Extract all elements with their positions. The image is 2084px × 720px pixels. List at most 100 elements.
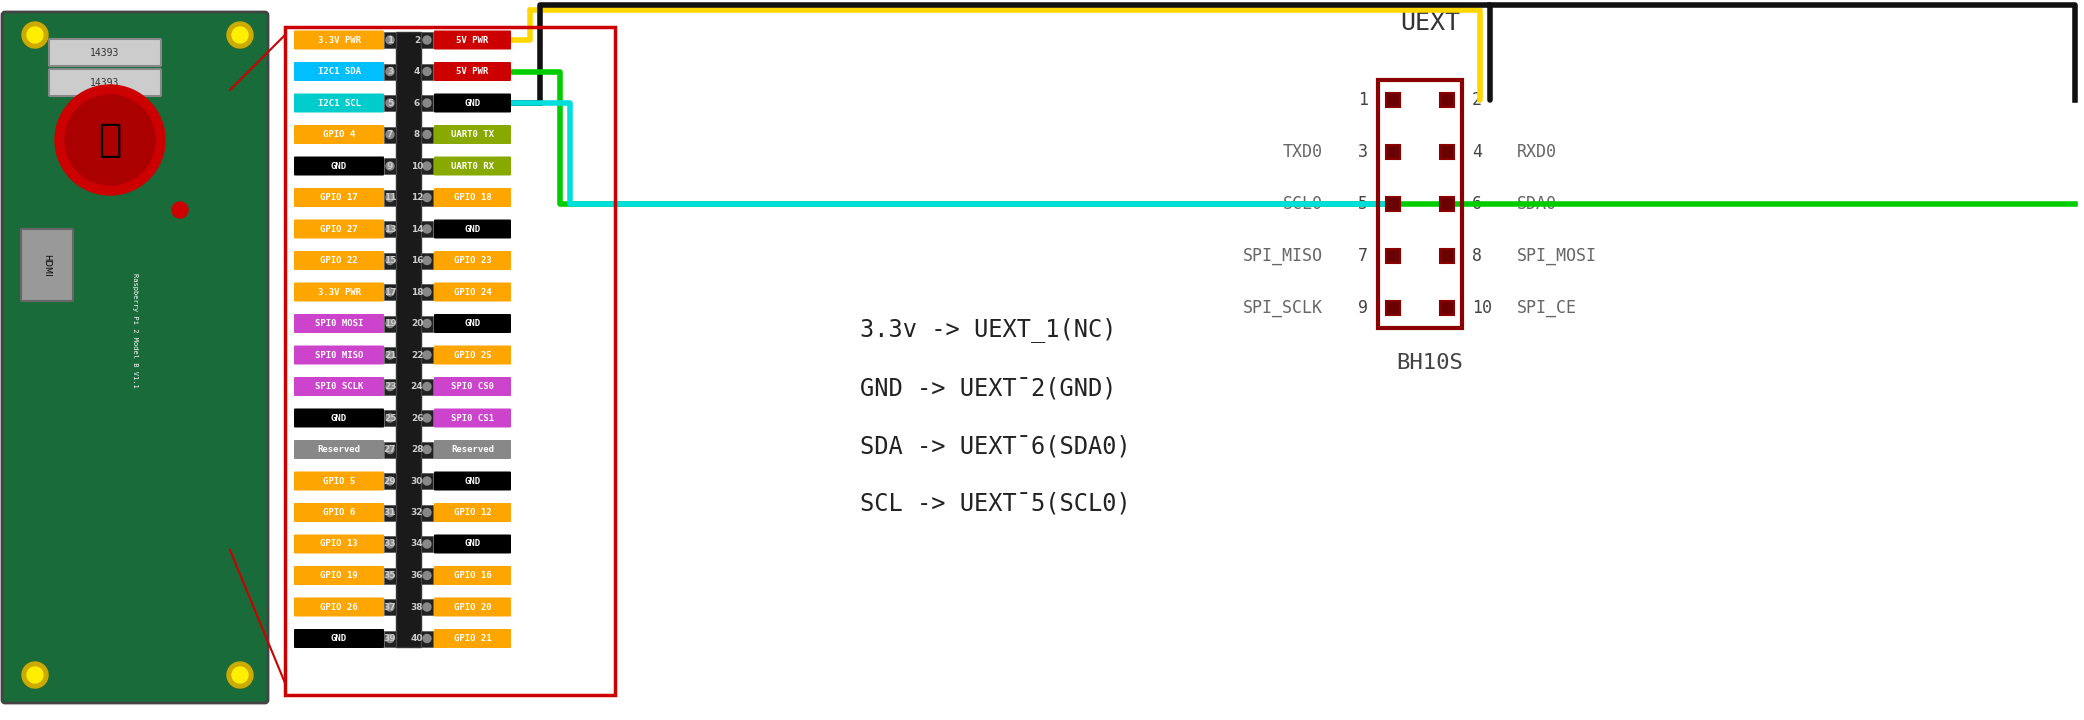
Text: SPI0 MISO: SPI0 MISO [315, 351, 363, 359]
FancyBboxPatch shape [294, 598, 383, 616]
Bar [1440, 197, 1455, 211]
Text: UART0 RX: UART0 RX [450, 161, 494, 171]
Text: 9: 9 [1359, 299, 1367, 317]
Bar [383, 505, 396, 521]
Circle shape [386, 99, 394, 107]
Circle shape [227, 22, 252, 48]
Text: 38: 38 [411, 603, 423, 611]
Circle shape [27, 667, 44, 683]
Bar [383, 284, 396, 300]
FancyBboxPatch shape [433, 629, 511, 648]
Circle shape [386, 446, 394, 454]
Text: 8: 8 [1471, 247, 1482, 265]
Text: GPIO 26: GPIO 26 [321, 603, 358, 611]
Text: 26: 26 [411, 413, 423, 423]
Circle shape [386, 36, 394, 44]
Text: 24: 24 [411, 382, 423, 391]
FancyBboxPatch shape [294, 314, 383, 333]
FancyBboxPatch shape [433, 220, 511, 238]
Bar [383, 253, 396, 269]
Text: GPIO 19: GPIO 19 [321, 571, 358, 580]
FancyBboxPatch shape [433, 314, 511, 333]
Bar [421, 599, 433, 615]
FancyBboxPatch shape [433, 534, 511, 554]
Text: 35: 35 [383, 571, 396, 580]
Text: GPIO 16: GPIO 16 [454, 571, 492, 580]
Text: GPIO 4: GPIO 4 [323, 130, 354, 139]
Bar [396, 32, 421, 647]
Bar [421, 253, 433, 269]
Text: HDMI: HDMI [42, 253, 52, 276]
Circle shape [423, 288, 431, 296]
Bar [383, 536, 396, 552]
Text: 22: 22 [411, 351, 423, 359]
Text: 14393: 14393 [90, 78, 119, 88]
Circle shape [423, 477, 431, 485]
Text: GPIO 18: GPIO 18 [454, 193, 492, 202]
Text: 2: 2 [415, 35, 421, 45]
Text: GND: GND [465, 319, 481, 328]
Text: 28: 28 [411, 445, 423, 454]
FancyBboxPatch shape [433, 156, 511, 176]
Text: 7: 7 [388, 130, 394, 139]
Bar [383, 567, 396, 583]
Circle shape [423, 382, 431, 390]
Bar [383, 158, 396, 174]
Circle shape [423, 162, 431, 170]
Bar [383, 221, 396, 237]
FancyBboxPatch shape [433, 377, 511, 396]
Circle shape [423, 603, 431, 611]
Bar [421, 379, 433, 395]
Circle shape [386, 351, 394, 359]
Text: 21: 21 [383, 351, 396, 359]
Circle shape [423, 320, 431, 328]
Bar [421, 284, 433, 300]
Circle shape [386, 68, 394, 76]
Circle shape [386, 508, 394, 516]
Bar [421, 32, 433, 48]
Circle shape [386, 540, 394, 548]
Text: 25: 25 [383, 413, 396, 423]
FancyBboxPatch shape [2, 12, 269, 703]
FancyBboxPatch shape [433, 62, 511, 81]
FancyBboxPatch shape [294, 377, 383, 396]
Text: 8: 8 [415, 130, 421, 139]
Text: GPIO 25: GPIO 25 [454, 351, 492, 359]
Text: 15: 15 [383, 256, 396, 265]
Text: 27: 27 [383, 445, 396, 454]
Text: 33: 33 [383, 539, 396, 549]
Text: 3: 3 [388, 67, 394, 76]
Text: 16: 16 [411, 256, 423, 265]
FancyBboxPatch shape [294, 282, 383, 302]
Bar [1386, 93, 1400, 107]
Bar [421, 127, 433, 143]
Text: 3.3V PWR: 3.3V PWR [317, 35, 361, 45]
Circle shape [423, 508, 431, 516]
Text: 3.3v -> UEXT_1(NC): 3.3v -> UEXT_1(NC) [861, 318, 1117, 343]
FancyBboxPatch shape [433, 408, 511, 428]
FancyBboxPatch shape [433, 188, 511, 207]
FancyBboxPatch shape [433, 30, 511, 50]
Bar [1440, 145, 1455, 159]
FancyBboxPatch shape [294, 566, 383, 585]
Bar [383, 32, 396, 48]
FancyBboxPatch shape [294, 62, 383, 81]
Bar [421, 631, 433, 647]
Text: 5: 5 [388, 99, 394, 107]
Circle shape [423, 351, 431, 359]
FancyBboxPatch shape [50, 69, 160, 96]
Text: 6: 6 [415, 99, 421, 107]
Text: SPI0 CS1: SPI0 CS1 [450, 413, 494, 423]
Circle shape [423, 99, 431, 107]
Circle shape [386, 288, 394, 296]
Circle shape [386, 634, 394, 642]
Text: 3: 3 [1359, 143, 1367, 161]
Text: GPIO 24: GPIO 24 [454, 287, 492, 297]
Text: Raspberry Pi 2 Model B V1.1: Raspberry Pi 2 Model B V1.1 [131, 273, 138, 387]
Circle shape [231, 667, 248, 683]
Text: 7: 7 [1359, 247, 1367, 265]
Text: GPIO 13: GPIO 13 [321, 539, 358, 549]
Text: I2C1 SCL: I2C1 SCL [317, 99, 361, 107]
Text: GND: GND [465, 477, 481, 485]
Circle shape [386, 256, 394, 264]
